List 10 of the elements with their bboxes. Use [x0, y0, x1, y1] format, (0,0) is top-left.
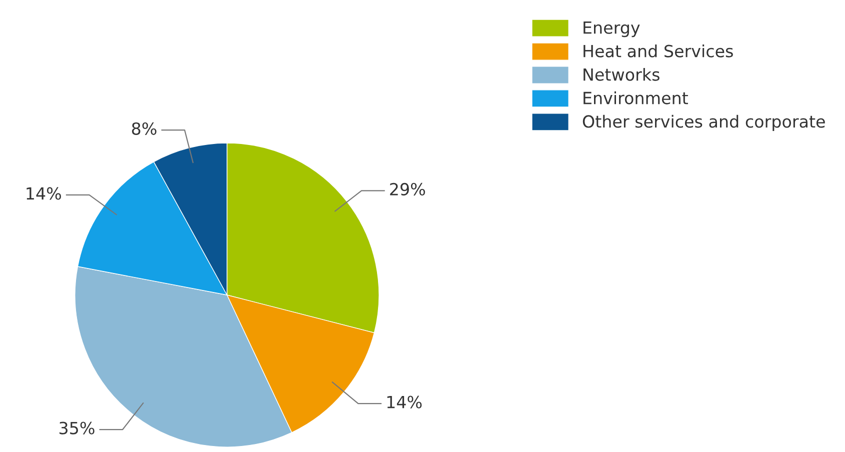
data-label: 14%	[26, 187, 61, 200]
legend-label: Environment	[584, 91, 688, 104]
data-label: 35%	[60, 422, 94, 434]
legend-label: Networks	[584, 68, 660, 81]
legend-label: Other services and corporate	[582, 114, 825, 132]
data-label: 8%	[132, 122, 156, 135]
data-label: 14%	[387, 396, 422, 408]
data-label: 29%	[390, 182, 425, 196]
legend-label: Energy	[584, 22, 640, 38]
legend-label: Heat and Services	[584, 44, 733, 58]
